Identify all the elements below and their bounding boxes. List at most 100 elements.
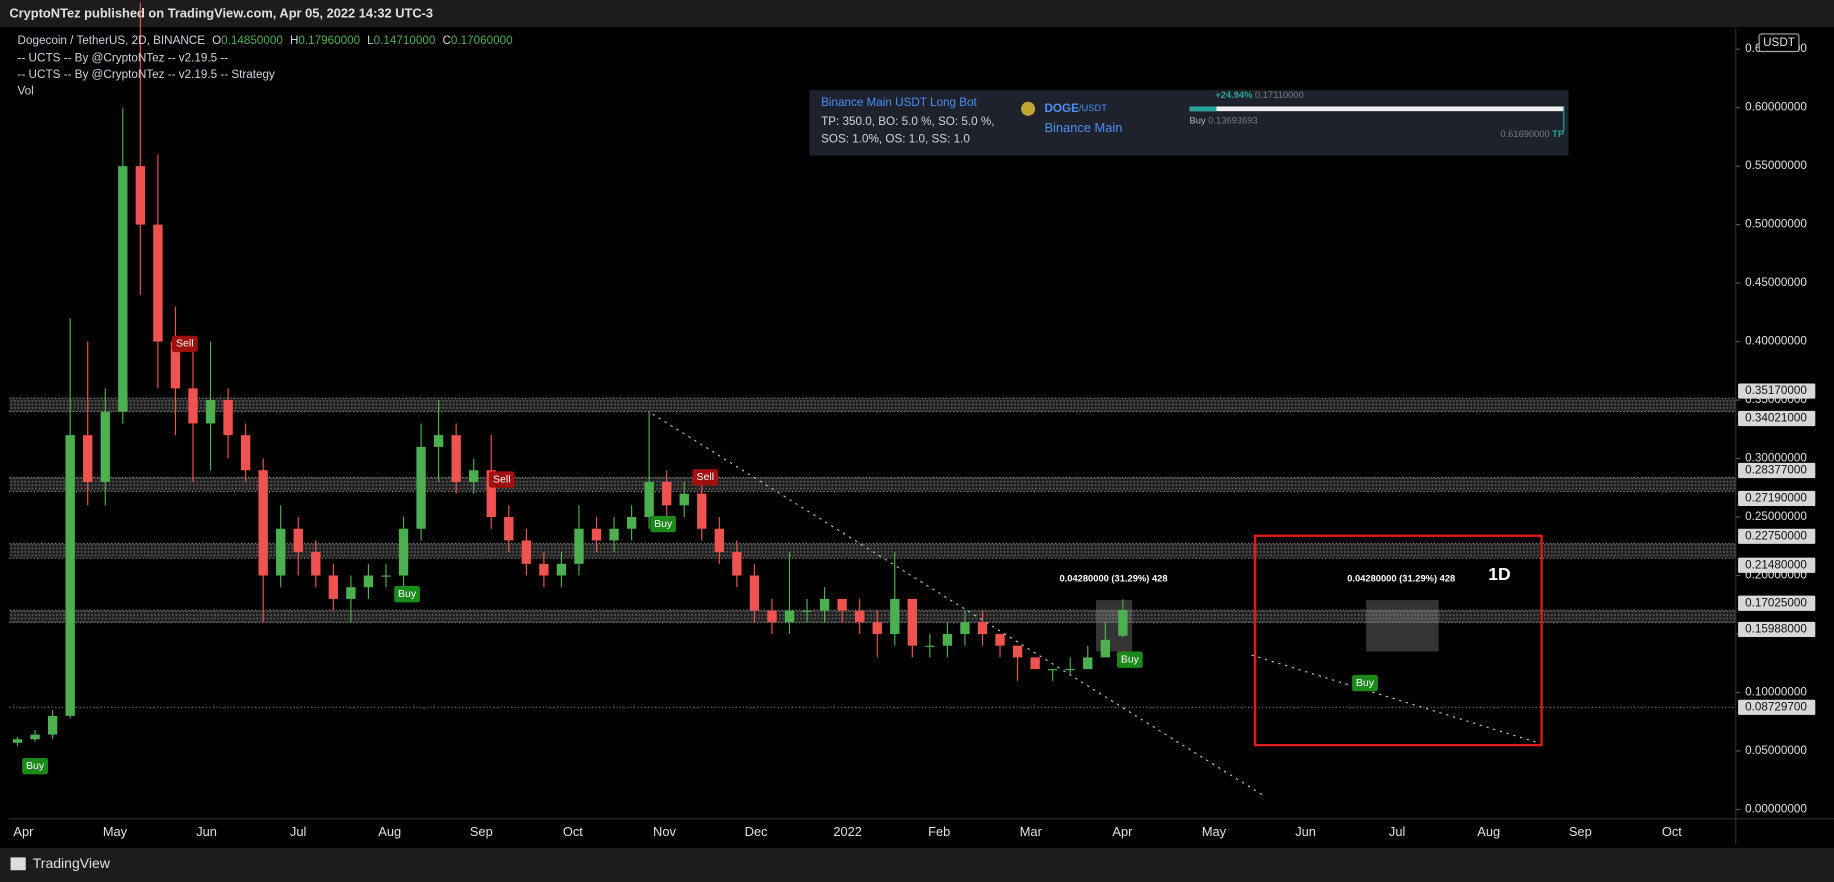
y-tick-label: 0.05000000 <box>1745 744 1807 757</box>
candle-body <box>907 598 917 646</box>
candle-body <box>100 411 110 482</box>
candle-body <box>486 470 496 518</box>
candle-body <box>153 224 163 342</box>
x-tick-label: Oct <box>1662 824 1682 839</box>
candle-body <box>293 528 303 553</box>
candle-body <box>591 528 602 541</box>
x-tick-label: Sep <box>1569 824 1592 839</box>
y-tick-label: 0.45000000 <box>1745 276 1807 289</box>
candle-body <box>539 563 549 576</box>
tv-logo <box>10 857 26 871</box>
level-badge <box>1738 699 1816 715</box>
x-tick-label: Jul <box>1389 824 1405 839</box>
bot-title: Binance Main USDT Long Bot <box>821 96 977 109</box>
x-tick-label: Sep <box>470 824 493 839</box>
level-badge <box>1738 528 1816 544</box>
zone <box>9 398 1736 412</box>
candle-body <box>188 388 198 424</box>
zone <box>9 477 1736 492</box>
x-tick-label: Dec <box>745 824 768 839</box>
bot-account: Binance Main <box>1044 120 1122 135</box>
highlight-box <box>1253 534 1543 747</box>
ohlc-value: 0.17060000 <box>451 34 513 47</box>
x-tick-label: Mar <box>1020 824 1043 839</box>
pair: DOGE <box>1044 102 1079 115</box>
indicator: Vol <box>18 84 34 97</box>
signal-label: Buy <box>398 588 417 600</box>
candle-body <box>1012 645 1023 658</box>
candle-body <box>767 610 777 623</box>
ohlc-name: C <box>442 34 450 47</box>
buy-price: 0.13693693 <box>1208 116 1257 126</box>
trend-line <box>652 413 1264 796</box>
currency-label: USDT <box>1763 36 1795 49</box>
footer-bar <box>0 848 1834 882</box>
x-tick-label: 2022 <box>833 824 862 839</box>
level-label: 0.27190000 <box>1745 492 1807 505</box>
candle-body <box>223 400 233 436</box>
bot-panel: Binance Main USDT Long Bot TP: 350.0, BO… <box>809 90 1569 156</box>
x-tick-label: Feb <box>928 824 950 839</box>
zone <box>9 543 1736 559</box>
candle-body <box>346 587 356 599</box>
candle-body <box>609 528 619 541</box>
level-badge <box>1738 410 1816 427</box>
plot: 0.000000000.050000000.100000000.15000000… <box>9 2 1816 839</box>
candle-body <box>205 400 216 424</box>
y-tick-label: 0.00000000 <box>1745 803 1807 816</box>
signal-label: Sell <box>176 338 194 350</box>
bot-panel-bg <box>809 90 1569 156</box>
candle-body <box>416 446 426 529</box>
candle-body <box>258 470 268 576</box>
doge-icon <box>1021 101 1036 116</box>
signal-badge <box>692 469 719 486</box>
level-badge <box>1738 557 1816 573</box>
candle-body <box>925 645 935 647</box>
level-label: 0.34021000 <box>1745 412 1807 425</box>
ohlc-name: H <box>290 34 298 47</box>
candle-body <box>644 481 654 518</box>
candle-body <box>855 610 865 623</box>
bot-pair: DOGE/USDT <box>1044 102 1107 115</box>
candle-body <box>995 633 1005 646</box>
level-badge <box>1738 490 1816 507</box>
x-tick-label: Jun <box>1295 824 1316 839</box>
candle-body <box>1065 669 1075 671</box>
candle-body <box>784 610 795 623</box>
y-tick-label: 0.50000000 <box>1745 218 1807 231</box>
level-label: 0.35170000 <box>1745 384 1807 397</box>
x-tick-label: Apr <box>13 824 34 839</box>
candle-body <box>679 493 689 506</box>
candle-body <box>170 341 181 389</box>
symbol: Dogecoin / TetherUS, 2D, BINANCE <box>18 34 206 47</box>
candle-body <box>697 493 707 529</box>
candle-body <box>30 734 40 740</box>
ohlc-value: 0.14850000 <box>221 34 283 47</box>
candle-body <box>890 598 900 634</box>
candle-body <box>1118 609 1128 636</box>
candle-body <box>398 528 409 576</box>
candle-body <box>872 622 882 634</box>
candle-body <box>276 528 286 576</box>
ohlc-name: L <box>367 34 374 47</box>
y-tick-label: 0.60000000 <box>1745 101 1807 114</box>
signal-label: Sell <box>493 473 511 485</box>
candle-body <box>118 166 128 412</box>
level-label: 0.17025000 <box>1745 596 1807 609</box>
symbol-legend: Dogecoin / TetherUS, 2D, BINANCE O0.14850… <box>18 34 514 47</box>
candle-body <box>469 470 479 482</box>
indicator: -- UCTS -- By @CryptoNTez -- v2.19.5 -- … <box>18 68 276 81</box>
candle-body <box>819 598 830 611</box>
candle-body <box>977 622 988 634</box>
y-tick-label: 0.30000000 <box>1745 452 1807 465</box>
y-tick-label: 0.40000000 <box>1745 335 1807 348</box>
candle-body <box>574 528 584 564</box>
signal-badge <box>1117 651 1143 668</box>
x-tick-label: Jul <box>290 824 306 839</box>
zone <box>9 610 1736 623</box>
currency-badge <box>1758 33 1800 53</box>
signal-badge <box>488 471 515 488</box>
candle-body <box>1083 657 1093 670</box>
candle-body <box>802 610 812 612</box>
x-tick-label: May <box>103 824 128 839</box>
